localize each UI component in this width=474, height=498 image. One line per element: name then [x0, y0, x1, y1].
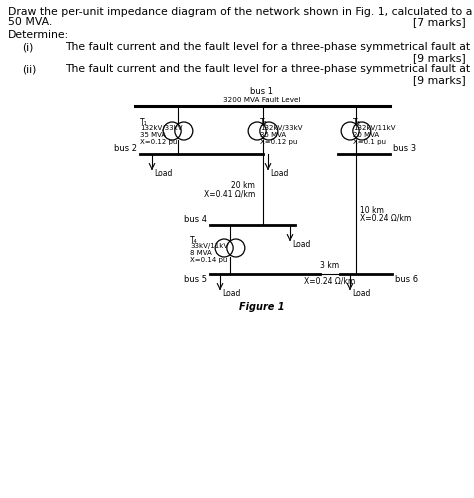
Text: 8 MVA: 8 MVA	[190, 250, 212, 256]
Text: 20 MVA: 20 MVA	[353, 132, 379, 138]
Text: 50 MVA.: 50 MVA.	[8, 17, 52, 27]
Text: bus 1: bus 1	[250, 87, 273, 96]
Text: X=0.24 Ω/km: X=0.24 Ω/km	[304, 276, 356, 285]
Text: Load: Load	[292, 240, 310, 249]
Text: Figure 1: Figure 1	[239, 302, 285, 312]
Text: 20 km: 20 km	[231, 181, 255, 190]
Text: Load: Load	[154, 169, 173, 178]
Text: X=0.24 Ω/km: X=0.24 Ω/km	[360, 214, 411, 223]
Text: bus 6: bus 6	[395, 275, 418, 284]
Text: bus 4: bus 4	[184, 215, 207, 224]
Text: T₂: T₂	[260, 118, 268, 127]
Text: X=0.41 Ω/km: X=0.41 Ω/km	[204, 189, 255, 198]
Text: Load: Load	[352, 289, 370, 298]
Text: [7 marks]: [7 marks]	[413, 17, 466, 27]
Text: X=0.1 pu: X=0.1 pu	[353, 139, 386, 145]
Text: [9 marks]: [9 marks]	[413, 53, 466, 63]
Text: The fault current and the fault level for a three-phase symmetrical fault at bus: The fault current and the fault level fo…	[65, 64, 474, 74]
Text: bus 5: bus 5	[184, 275, 207, 284]
Text: 132kV/11kV: 132kV/11kV	[353, 125, 395, 131]
Text: [9 marks]: [9 marks]	[413, 75, 466, 85]
Text: Load: Load	[222, 289, 240, 298]
Text: 3 km: 3 km	[320, 261, 339, 270]
Text: 132kV/33kV: 132kV/33kV	[140, 125, 182, 131]
Text: 3200 MVA Fault Level: 3200 MVA Fault Level	[223, 97, 301, 103]
Text: 35 MVA: 35 MVA	[260, 132, 286, 138]
Text: bus 3: bus 3	[393, 144, 416, 153]
Text: T₁: T₁	[140, 118, 147, 127]
Text: Draw the per-unit impedance diagram of the network shown in Fig. 1, calculated t: Draw the per-unit impedance diagram of t…	[8, 7, 474, 17]
Text: 33kV/11kV: 33kV/11kV	[190, 243, 228, 249]
Text: (ii): (ii)	[22, 64, 36, 74]
Text: bus 2: bus 2	[114, 144, 137, 153]
Text: Determine:: Determine:	[8, 30, 69, 40]
Text: Load: Load	[270, 169, 288, 178]
Text: T₃: T₃	[353, 118, 361, 127]
Text: T₄: T₄	[190, 236, 198, 245]
Text: 10 km: 10 km	[360, 206, 384, 215]
Text: The fault current and the fault level for a three-phase symmetrical fault at bus: The fault current and the fault level fo…	[65, 42, 474, 52]
Text: 132kV/33kV: 132kV/33kV	[260, 125, 302, 131]
Text: X=0.14 pu: X=0.14 pu	[190, 257, 228, 263]
Text: 35 MVA: 35 MVA	[140, 132, 166, 138]
Text: X=0.12 pu: X=0.12 pu	[140, 139, 177, 145]
Text: X=0.12 pu: X=0.12 pu	[260, 139, 297, 145]
Text: (i): (i)	[22, 42, 33, 52]
